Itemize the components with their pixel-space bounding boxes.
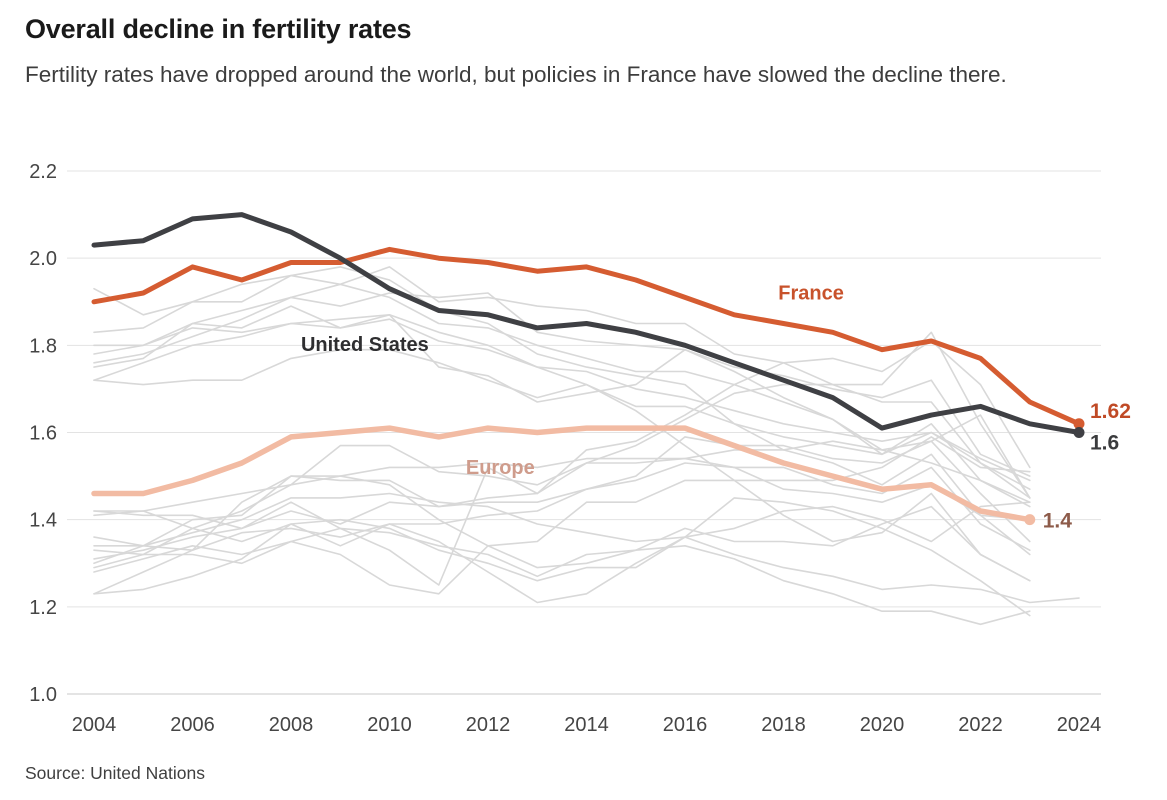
x-tick-label-2006: 2006	[170, 714, 215, 736]
x-tick-label-2004: 2004	[72, 714, 117, 736]
y-tick-label-1.8: 1.8	[29, 335, 57, 357]
source-note: Source: United Nations	[25, 763, 205, 783]
background-line-5	[93, 305, 1031, 477]
line-united-states	[91, 212, 1082, 435]
x-tick-label-2022: 2022	[958, 714, 1003, 736]
x-tick-label-2020: 2020	[860, 714, 905, 736]
x-tick-label-2014: 2014	[564, 714, 609, 736]
x-tick-label-2018: 2018	[761, 714, 806, 736]
end-dot-europe	[1024, 514, 1036, 526]
background-line-7	[93, 348, 1031, 508]
background-line-1	[93, 292, 1031, 504]
background-line-11	[93, 457, 1031, 552]
end-value-label-europe: 1.4	[1043, 510, 1073, 533]
background-line-4	[93, 266, 1031, 521]
background-line-3	[93, 266, 1031, 499]
x-tick-label-2010: 2010	[367, 714, 412, 736]
x-tick-label-2012: 2012	[466, 714, 511, 736]
y-tick-label-2.0: 2.0	[29, 248, 57, 270]
background-line-18	[93, 414, 1031, 569]
end-dot-france	[1073, 418, 1085, 430]
background-line-20	[93, 501, 1031, 604]
axis-layer: 1.0 1.2 1.4 1.6 1.8 2.0 2.2 2004 2006 2008 2010 201…	[29, 161, 1101, 736]
y-tick-label-1.4: 1.4	[29, 510, 57, 532]
end-value-label-france: 1.62	[1090, 400, 1131, 423]
background-line-8	[93, 318, 1031, 491]
background-country-lines	[93, 266, 1080, 626]
end-dot-united-states	[1073, 427, 1085, 438]
line-france	[91, 246, 1082, 427]
y-tick-label-2.2: 2.2	[29, 161, 57, 183]
end-value-label-united-states: 1.6	[1090, 432, 1119, 455]
series-lines	[91, 212, 1085, 526]
chart-title: Overall decline in fertility rates	[25, 14, 412, 44]
background-line-17	[93, 340, 1031, 586]
background-line-16	[93, 436, 1031, 595]
series-label-united-states: United States	[301, 334, 429, 356]
y-tick-label-1.2: 1.2	[29, 597, 57, 619]
line-europe	[91, 425, 1033, 523]
x-tick-label-2008: 2008	[269, 714, 314, 736]
series-label-europe: Europe	[466, 457, 535, 479]
labels-layer: 1.4 1.62 1.6 United States France Europe	[301, 283, 1131, 533]
x-tick-label-2016: 2016	[663, 714, 708, 736]
background-line-15	[93, 331, 1031, 595]
background-line-13	[93, 501, 1031, 626]
background-line-19	[93, 475, 1031, 582]
background-line-12	[93, 492, 1080, 604]
y-tick-label-1.0: 1.0	[29, 684, 57, 706]
background-line-10	[93, 462, 1031, 556]
series-label-france: France	[778, 283, 844, 305]
background-line-9	[93, 436, 1031, 552]
y-tick-label-1.6: 1.6	[29, 423, 57, 445]
x-tick-label-2024: 2024	[1057, 714, 1102, 736]
chart-subtitle: Fertility rates have dropped around the …	[25, 62, 1007, 87]
background-line-6	[93, 313, 1031, 582]
